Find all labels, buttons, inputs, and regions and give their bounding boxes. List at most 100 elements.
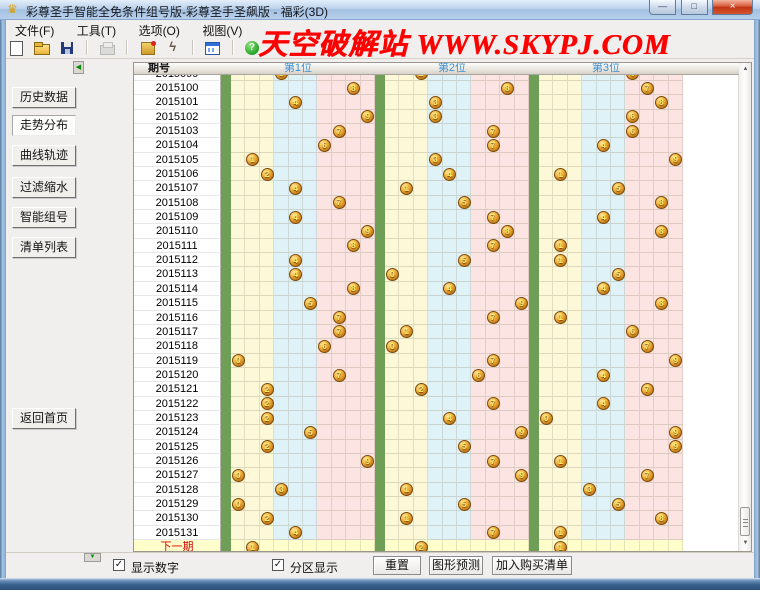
- digit-cell[interactable]: [668, 540, 683, 551]
- digit-cell: [471, 80, 486, 96]
- digit-cell: [428, 525, 443, 541]
- digit-cell[interactable]: [654, 540, 669, 551]
- digit-cell[interactable]: [500, 540, 515, 551]
- graph-predict-button[interactable]: 图形预测: [429, 556, 483, 575]
- digit-cell[interactable]: [582, 540, 597, 551]
- digit-cell: [399, 123, 414, 139]
- digit-cell: [567, 425, 583, 440]
- table-row: 2015130 2 1 8: [134, 511, 739, 526]
- digit-cell: [514, 439, 529, 455]
- digit-cell: [553, 410, 568, 426]
- scroll-down-icon[interactable]: ▼: [742, 540, 749, 546]
- digit-cell: [346, 123, 361, 139]
- digit-cell: [611, 253, 626, 268]
- maximize-button[interactable]: □: [680, 0, 708, 15]
- digit-cell[interactable]: [485, 540, 501, 551]
- vertical-scrollbar[interactable]: ▲ ▼: [738, 63, 751, 551]
- digit-cell[interactable]: [331, 540, 347, 551]
- digit-cell[interactable]: [539, 540, 554, 551]
- digit-cell: [582, 511, 597, 526]
- digit-cell[interactable]: [274, 540, 289, 551]
- sidebar-item-0[interactable]: 历史数据: [12, 87, 76, 108]
- digit-cell[interactable]: [399, 540, 414, 551]
- zone-display-checkbox[interactable]: ✓: [272, 559, 284, 571]
- digit-cell: [331, 95, 347, 110]
- digit-cell[interactable]: [514, 540, 529, 551]
- digit-cell[interactable]: [442, 540, 457, 551]
- digit-cell: [442, 497, 457, 512]
- sidebar-item-5[interactable]: 清单列表: [12, 237, 76, 258]
- digit-cell: [582, 339, 597, 354]
- digit-cell[interactable]: [317, 540, 332, 551]
- sidebar-item-3[interactable]: 过滤缩水: [12, 177, 76, 198]
- collapse-left-icon[interactable]: ◀: [73, 61, 84, 74]
- digit-cell: [442, 324, 457, 340]
- title-bar[interactable]: ♛ 彩尊圣手智能全免条件组号版-彩尊圣手圣飙版 - 福彩(3D): [0, 0, 760, 20]
- reset-button[interactable]: 重置: [373, 556, 421, 575]
- digit-cell[interactable]: [346, 540, 361, 551]
- digit-cell[interactable]: [471, 540, 486, 551]
- digit-cell: [639, 410, 655, 426]
- digit-cell: [514, 253, 529, 268]
- digit-cell[interactable]: [360, 540, 375, 551]
- digit-cell: [639, 396, 655, 411]
- open-file-icon[interactable]: [33, 39, 51, 55]
- digit-cell[interactable]: [428, 540, 443, 551]
- number-ball: 4: [443, 167, 457, 181]
- digit-cell[interactable]: [288, 540, 303, 551]
- number-ball: 1: [554, 253, 568, 267]
- digit-cell[interactable]: [303, 540, 318, 551]
- collapse-down-icon[interactable]: ▼: [84, 553, 101, 562]
- digit-cell: [582, 138, 597, 153]
- digit-cell: [457, 109, 472, 124]
- separator-column: [375, 167, 385, 182]
- show-numbers-checkbox[interactable]: ✓: [113, 559, 125, 571]
- digit-cell[interactable]: [625, 540, 640, 551]
- digit-cell: [639, 353, 655, 368]
- digit-cell: [274, 497, 289, 512]
- digit-cell[interactable]: [639, 540, 655, 551]
- digit-cell: [303, 167, 318, 182]
- menu-tools[interactable]: 工具(T): [76, 24, 117, 38]
- chart-window-icon[interactable]: [204, 39, 221, 55]
- sidebar-item-4[interactable]: 智能组号: [12, 207, 76, 228]
- digit-cell: [428, 511, 443, 526]
- digit-cell: [567, 238, 583, 254]
- digit-cell[interactable]: [567, 540, 583, 551]
- help-icon[interactable]: ?: [244, 39, 261, 55]
- minimize-button[interactable]: —: [649, 0, 677, 15]
- digit-cell[interactable]: [259, 540, 275, 551]
- digit-cell: [457, 95, 472, 110]
- sidebar-item-2[interactable]: 曲线轨迹: [12, 145, 76, 166]
- sidebar-item-1[interactable]: 走势分布: [12, 115, 76, 136]
- new-file-icon[interactable]: [8, 39, 25, 56]
- scrollbar-thumb[interactable]: [740, 507, 750, 536]
- digit-cell[interactable]: [611, 540, 626, 551]
- digit-cell: [639, 439, 655, 455]
- digit-cell: [625, 152, 640, 168]
- menu-view[interactable]: 视图(V): [202, 24, 243, 38]
- save-icon[interactable]: [59, 39, 76, 55]
- menu-options[interactable]: 选项(O): [138, 24, 180, 38]
- digit-cell: [596, 238, 611, 254]
- digit-cell: [500, 367, 515, 383]
- digit-cell: [317, 310, 332, 325]
- digit-cell: [668, 253, 683, 268]
- digit-cell[interactable]: [457, 540, 472, 551]
- add-to-cart-button[interactable]: 加入购买清单: [492, 556, 572, 575]
- digit-cell: [317, 425, 332, 440]
- digit-cell[interactable]: [231, 540, 246, 551]
- period-label: 2015119: [134, 353, 221, 368]
- scroll-up-icon[interactable]: ▲: [742, 66, 749, 72]
- digit-cell[interactable]: [385, 540, 400, 551]
- digit-cell: [346, 224, 361, 239]
- menu-file[interactable]: 文件(F): [15, 24, 55, 38]
- digit-cell: [331, 281, 347, 297]
- lightning-icon[interactable]: ϟ: [169, 39, 177, 54]
- clear-icon[interactable]: [139, 39, 156, 55]
- number-ball: 5: [457, 497, 471, 511]
- sidebar-home-button[interactable]: 返回首页: [12, 408, 76, 429]
- digit-cell: [668, 138, 683, 153]
- close-button[interactable]: ×: [712, 0, 753, 15]
- digit-cell[interactable]: [596, 540, 611, 551]
